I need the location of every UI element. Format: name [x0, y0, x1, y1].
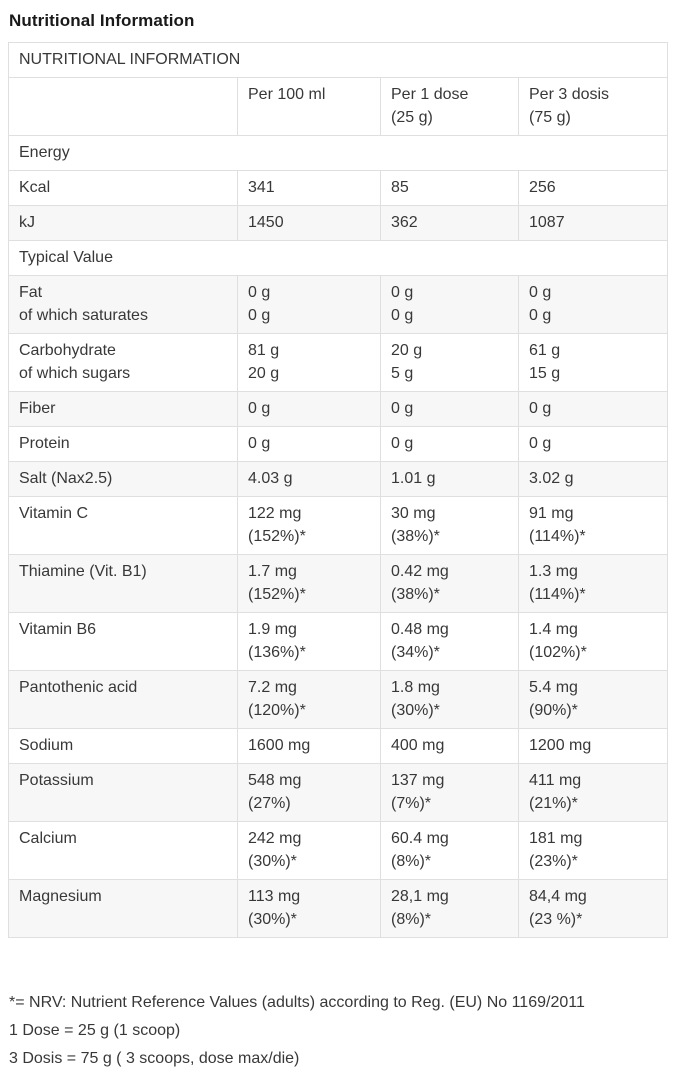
cell-value: 85 — [380, 170, 519, 206]
table-row: Pantothenic acid 7.2 mg (120%)* 1.8 mg (30… — [8, 670, 669, 729]
table-row: Sodium 1600 mg 400 mg 1200 mg — [8, 728, 669, 764]
row-label: Vitamin B6 — [8, 612, 238, 671]
cell-value: 30 mg (38%)* — [380, 496, 519, 555]
row-label: Carbohydrate of which sugars — [8, 333, 238, 392]
footnote-line: 3 Dosis = 75 g ( 3 scoops, dose max/die) — [9, 1050, 300, 1067]
row-label: Protein — [8, 426, 238, 462]
cell-value: 242 mg (30%)* — [237, 821, 381, 880]
column-header: Per 1 dose (25 g) — [380, 77, 519, 136]
row-label: kJ — [8, 205, 238, 241]
cell-value: 256 — [517, 170, 669, 206]
cell-value: 61 g 15 g — [517, 333, 669, 392]
row-label: Vitamin C — [8, 496, 238, 555]
cell-value: 0 g — [380, 391, 519, 427]
table-row: Salt (Nax2.5) 4.03 g 1.01 g 3.02 g — [8, 461, 669, 497]
cell-value: 1.7 mg (152%)* — [237, 554, 381, 613]
cell-value: 0.48 mg (34%)* — [380, 612, 519, 671]
cell-value: 1600 mg — [237, 728, 381, 764]
table-title: NUTRITIONAL INFORMATION — [7, 42, 669, 78]
cell-value: 400 mg — [380, 728, 519, 764]
cell-value: 81 g 20 g — [237, 333, 381, 392]
column-header-empty — [8, 77, 238, 136]
cell-value: 1.01 g — [380, 461, 519, 497]
cell-value: 7.2 mg (120%)* — [237, 670, 381, 729]
cell-value: 0 g — [380, 426, 519, 462]
column-header-row: Per 100 ml Per 1 dose (25 g) Per 3 dosis (… — [8, 77, 669, 136]
column-header: Per 100 ml — [237, 77, 381, 136]
cell-value: 20 g 5 g — [380, 333, 519, 392]
row-label: Pantothenic acid — [8, 670, 238, 729]
table-row: Vitamin B6 1.9 mg (136%)* 0.48 mg (34%)* 1.… — [8, 612, 669, 671]
table-row: Potassium 548 mg (27%) 137 mg (7%)* 411 mg … — [8, 763, 669, 822]
table-row: Vitamin C 122 mg (152%)* 30 mg (38%)* 91 mg… — [8, 496, 669, 555]
row-label: Fat of which saturates — [8, 275, 238, 334]
row-label: Potassium — [8, 763, 238, 822]
footnote-line: *= NRV: Nutrient Reference Values (adult… — [9, 994, 585, 1011]
row-label: Thiamine (Vit. B1) — [8, 554, 238, 613]
cell-value: 122 mg (152%)* — [237, 496, 381, 555]
row-label: Kcal — [8, 170, 238, 206]
cell-value: 0 g — [517, 391, 669, 427]
section-row: Energy — [7, 135, 669, 171]
cell-value: 0 g 0 g — [380, 275, 519, 334]
cell-value: 0 g 0 g — [517, 275, 669, 334]
cell-value: 1.8 mg (30%)* — [380, 670, 519, 729]
cell-value: 0 g — [237, 426, 381, 462]
footnotes-section: *= NRV: Nutrient Reference Values (adult… — [9, 989, 667, 1073]
cell-value: 181 mg (23%)* — [517, 821, 669, 880]
cell-value: 1.9 mg (136%)* — [237, 612, 381, 671]
cell-value: 362 — [380, 205, 519, 241]
table-row: Thiamine (Vit. B1) 1.7 mg (152%)* 0.42 mg … — [8, 554, 669, 613]
cell-value: 411 mg (21%)* — [517, 763, 669, 822]
cell-value: 4.03 g — [237, 461, 381, 497]
section-row: Typical Value — [7, 240, 669, 276]
nutrition-table: NUTRITIONAL INFORMATION Per 100 ml Per 1 d… — [7, 42, 669, 938]
cell-value: 548 mg (27%) — [237, 763, 381, 822]
cell-value: 1450 — [237, 205, 381, 241]
section-label: Typical Value — [7, 240, 669, 276]
cell-value: 0 g — [517, 426, 669, 462]
cell-value: 0 g 0 g — [237, 275, 381, 334]
cell-value: 60.4 mg (8%)* — [380, 821, 519, 880]
row-label: Calcium — [8, 821, 238, 880]
row-label: Salt (Nax2.5) — [8, 461, 238, 497]
cell-value: 3.02 g — [517, 461, 669, 497]
column-header: Per 3 dosis (75 g) — [517, 77, 669, 136]
cell-value: 0.42 mg (38%)* — [380, 554, 519, 613]
row-label: Magnesium — [8, 879, 238, 938]
section-label: Energy — [7, 135, 669, 171]
cell-value: 0 g — [237, 391, 381, 427]
cell-value: 91 mg (114%)* — [517, 496, 669, 555]
table-row: Kcal 341 85 256 — [8, 170, 669, 206]
page-title: Nutritional Information — [9, 11, 195, 30]
cell-value: 341 — [237, 170, 381, 206]
cell-value: 1.4 mg (102%)* — [517, 612, 669, 671]
cell-value: 1200 mg — [517, 728, 669, 764]
table-title-row: NUTRITIONAL INFORMATION — [7, 42, 669, 78]
table-row: Magnesium 113 mg (30%)* 28,1 mg (8%)* 84,4 … — [8, 879, 669, 938]
cell-value: 1087 — [517, 205, 669, 241]
cell-value: 28,1 mg (8%)* — [380, 879, 519, 938]
row-label: Fiber — [8, 391, 238, 427]
cell-value: 113 mg (30%)* — [237, 879, 381, 938]
cell-value: 84,4 mg (23 %)* — [517, 879, 669, 938]
cell-value: 5.4 mg (90%)* — [517, 670, 669, 729]
table-row: Calcium 242 mg (30%)* 60.4 mg (8%)* 181 mg … — [8, 821, 669, 880]
cell-value: 137 mg (7%)* — [380, 763, 519, 822]
cell-value: 1.3 mg (114%)* — [517, 554, 669, 613]
table-row: Carbohydrate of which sugars 81 g 20 g 20 … — [8, 333, 669, 392]
nutrition-table-body: NUTRITIONAL INFORMATION Per 100 ml Per 1 d… — [7, 42, 669, 938]
row-label: Sodium — [8, 728, 238, 764]
footnote-line: 1 Dose = 25 g (1 scoop) — [9, 1022, 181, 1039]
table-row: kJ 1450 362 1087 — [8, 205, 669, 241]
